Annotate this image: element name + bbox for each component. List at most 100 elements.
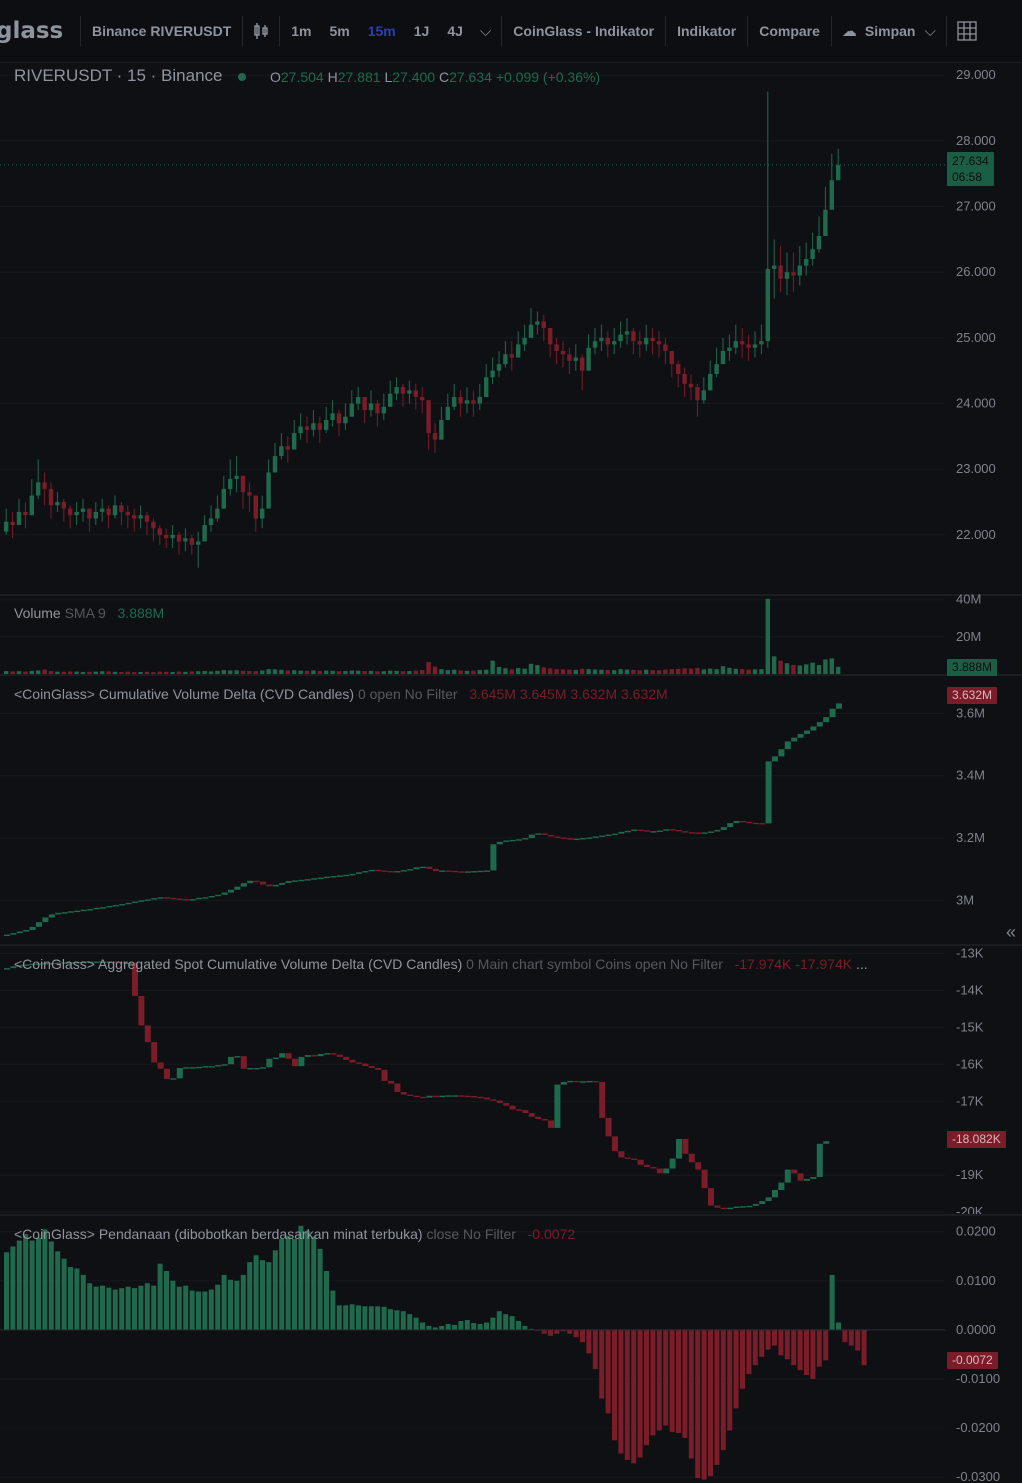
candle-body [637,341,642,345]
volume-bar [368,670,374,674]
cvd-candle [74,910,81,913]
compare-button[interactable]: Compare [759,23,820,39]
cvd-candle [823,1141,830,1144]
funding-bar [426,1325,432,1330]
cvd-candle [100,961,106,963]
cvd-candle [573,838,580,841]
interval-1m[interactable]: 1m [291,23,312,39]
low-value: 27.400 [392,69,436,85]
funding-bar [93,1286,99,1330]
cvd-candle [87,961,94,963]
cvd-candle [189,1067,196,1069]
cloud-upload-icon[interactable]: ☁ [841,23,857,40]
interval-5m[interactable]: 5m [329,23,350,39]
funding-bar [586,1329,592,1354]
coinglass-indicator-button[interactable]: CoinGlass - Indikator [513,23,655,39]
funding-bar [48,1241,54,1330]
interval-15m[interactable]: 15m [367,23,396,39]
volume-bar [477,669,482,674]
y-tick-label: 25.000 [956,330,996,345]
funding-bar [132,1288,137,1330]
cvd-candle [208,896,215,898]
y-tick-label: 24.000 [956,396,996,411]
indicators-button[interactable]: Indikator [677,23,737,39]
funding-bar [112,1289,118,1330]
cvd-candle [759,1201,766,1205]
funding-bar [349,1304,355,1330]
volume-bar [688,668,694,674]
chevron-down-icon[interactable]: ⌵ [479,22,492,40]
funding-bar [29,1240,35,1330]
candle-body [573,357,578,361]
volume-bar [74,671,79,674]
cvd-candle [16,965,23,967]
cvd-candle [701,1169,708,1189]
volume-bar [484,669,489,674]
cvd-candle [586,837,593,839]
volume-bar [234,670,239,674]
funding-bar [80,1274,86,1330]
funding-bar [375,1306,381,1330]
candle-body [304,426,310,430]
cvd-candle [567,838,574,840]
funding-bar [151,1285,157,1330]
y-tick-label: 3M [956,892,974,907]
interval-1j[interactable]: 1J [413,23,430,39]
volume-bar [247,671,252,674]
volume-bar [349,670,354,674]
cvd-candle [87,909,94,911]
cvd-candle [778,1182,785,1190]
volume-bar [285,670,290,674]
candle-body [580,357,585,371]
candle-body [816,236,822,250]
volume-bar [586,669,591,674]
cvd-candle [157,897,164,899]
candle-body [362,396,367,411]
cvd-candle [464,1095,471,1098]
cvd-candle [362,1063,369,1067]
cvd-candle [816,1143,823,1178]
cvd-candle [343,1056,350,1060]
symbol-button[interactable]: Binance RIVERUSDT [92,23,232,39]
cvd-candle [132,901,138,904]
candlestick-icon[interactable] [245,0,277,62]
collapse-panel-icon[interactable]: « [1006,922,1017,942]
candle-body [330,413,335,420]
save-button[interactable]: Simpan [864,23,916,39]
cvd-candle [823,717,830,723]
cvd-candle [240,1056,247,1069]
funding-bar [471,1322,477,1330]
candle-body [215,508,220,519]
cvd-candle [80,961,87,963]
cvd-candle [631,1158,638,1160]
candle-body [407,390,412,394]
candle-body [311,423,316,430]
spot-cvd-more[interactable]: ... [856,956,868,972]
volume-bar [644,669,649,674]
cvd-candle [68,911,74,913]
funding-bar [240,1274,246,1330]
chevron-down-icon[interactable]: ⌵ [924,22,936,40]
candle-body [836,165,841,181]
cvd-candle [637,1159,644,1165]
volume-bar [202,671,207,674]
close-label: C [438,69,450,85]
grid-icon[interactable] [949,0,985,62]
funding-bar [36,1237,41,1330]
cvd-candle [4,934,10,937]
volume-bar [509,669,514,674]
cvd-candle [644,830,650,832]
cvd-candle [144,1025,151,1043]
cvd-candle [48,914,55,918]
logo[interactable]: glass [0,18,64,44]
cvd-candle [189,899,196,901]
volume-bar [375,671,380,674]
volume-bar [816,665,822,674]
candle-body [829,180,834,210]
cvd-candle [439,1095,446,1098]
interval-4j[interactable]: 4J [447,23,463,39]
toolbar-divider [830,16,832,46]
chart-pane-0: 29.000 28.000 27.000 26.000 25.000 24.000 23.0… [0,67,996,568]
funding-bar [106,1287,112,1330]
